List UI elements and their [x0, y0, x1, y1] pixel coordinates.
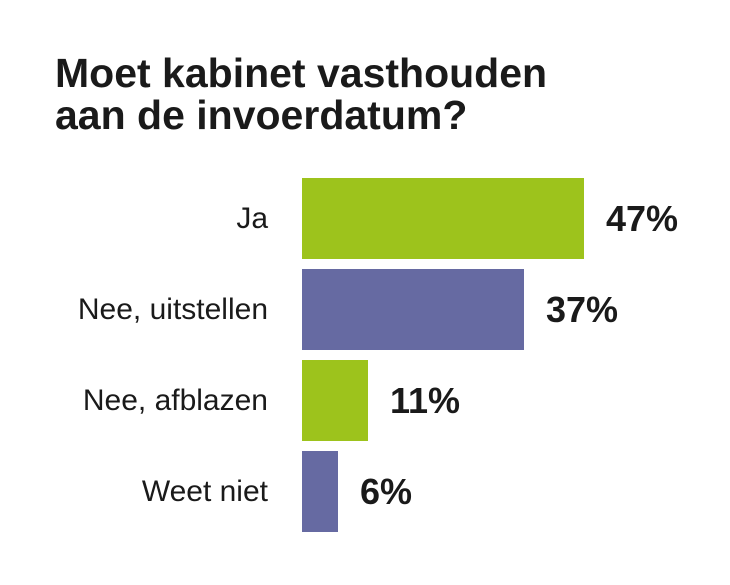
value-label-2: 37% — [546, 289, 618, 330]
bar-1 — [302, 178, 584, 259]
chart-title-line-2: aan de invoerdatum? — [55, 92, 468, 138]
bar-2 — [302, 269, 524, 350]
value-label-1: 47% — [606, 198, 678, 239]
category-label-4: Weet niet — [142, 475, 269, 508]
chart-title-line-1: Moet kabinet vasthouden — [55, 50, 548, 96]
bar-4 — [302, 451, 338, 532]
category-label-3: Nee, afblazen — [83, 384, 268, 417]
category-label-1: Ja — [236, 202, 268, 235]
category-label-2: Nee, uitstellen — [78, 293, 268, 326]
value-label-3: 11% — [390, 380, 460, 421]
chart-title: Moet kabinet vasthouden aan de invoerdat… — [55, 52, 695, 136]
value-label-4: 6% — [360, 471, 412, 512]
bar-3 — [302, 360, 368, 441]
